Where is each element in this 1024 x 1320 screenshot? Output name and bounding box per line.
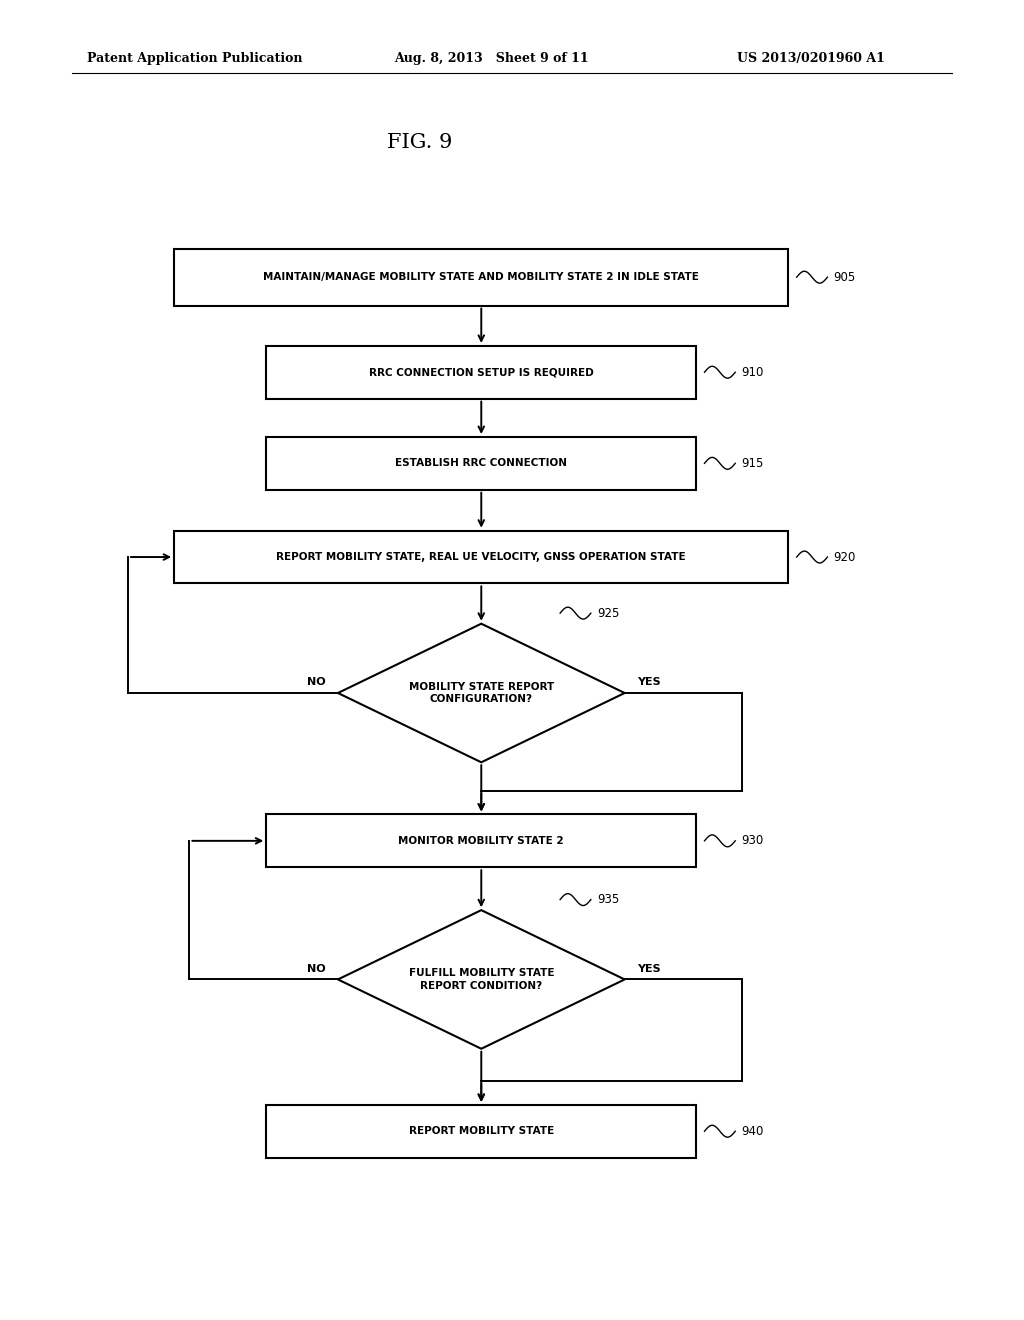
Text: 915: 915 (741, 457, 764, 470)
Text: 930: 930 (741, 834, 764, 847)
Text: REPORT MOBILITY STATE, REAL UE VELOCITY, GNSS OPERATION STATE: REPORT MOBILITY STATE, REAL UE VELOCITY,… (276, 552, 686, 562)
Text: FIG. 9: FIG. 9 (387, 133, 453, 152)
Text: RRC CONNECTION SETUP IS REQUIRED: RRC CONNECTION SETUP IS REQUIRED (369, 367, 594, 378)
Text: 935: 935 (597, 894, 620, 906)
Text: FULFILL MOBILITY STATE
REPORT CONDITION?: FULFILL MOBILITY STATE REPORT CONDITION? (409, 969, 554, 990)
Text: 905: 905 (834, 271, 856, 284)
Text: MAINTAIN/MANAGE MOBILITY STATE AND MOBILITY STATE 2 IN IDLE STATE: MAINTAIN/MANAGE MOBILITY STATE AND MOBIL… (263, 272, 699, 282)
Text: 910: 910 (741, 366, 764, 379)
Text: NO: NO (307, 964, 326, 974)
Text: MONITOR MOBILITY STATE 2: MONITOR MOBILITY STATE 2 (398, 836, 564, 846)
Bar (266, 437, 696, 490)
Polygon shape (338, 911, 625, 1048)
Bar (266, 814, 696, 867)
Polygon shape (338, 624, 625, 763)
Text: 920: 920 (834, 550, 856, 564)
Text: YES: YES (637, 964, 660, 974)
Bar (174, 248, 788, 305)
Text: Patent Application Publication: Patent Application Publication (87, 51, 302, 65)
Text: 940: 940 (741, 1125, 764, 1138)
Text: NO: NO (307, 677, 326, 688)
Text: Aug. 8, 2013   Sheet 9 of 11: Aug. 8, 2013 Sheet 9 of 11 (394, 51, 589, 65)
Bar (174, 531, 788, 583)
Text: MOBILITY STATE REPORT
CONFIGURATION?: MOBILITY STATE REPORT CONFIGURATION? (409, 682, 554, 704)
Text: 925: 925 (597, 607, 620, 619)
Bar (266, 346, 696, 399)
Text: REPORT MOBILITY STATE: REPORT MOBILITY STATE (409, 1126, 554, 1137)
Text: YES: YES (637, 677, 660, 688)
Text: US 2013/0201960 A1: US 2013/0201960 A1 (737, 51, 885, 65)
Text: ESTABLISH RRC CONNECTION: ESTABLISH RRC CONNECTION (395, 458, 567, 469)
Bar (266, 1105, 696, 1158)
